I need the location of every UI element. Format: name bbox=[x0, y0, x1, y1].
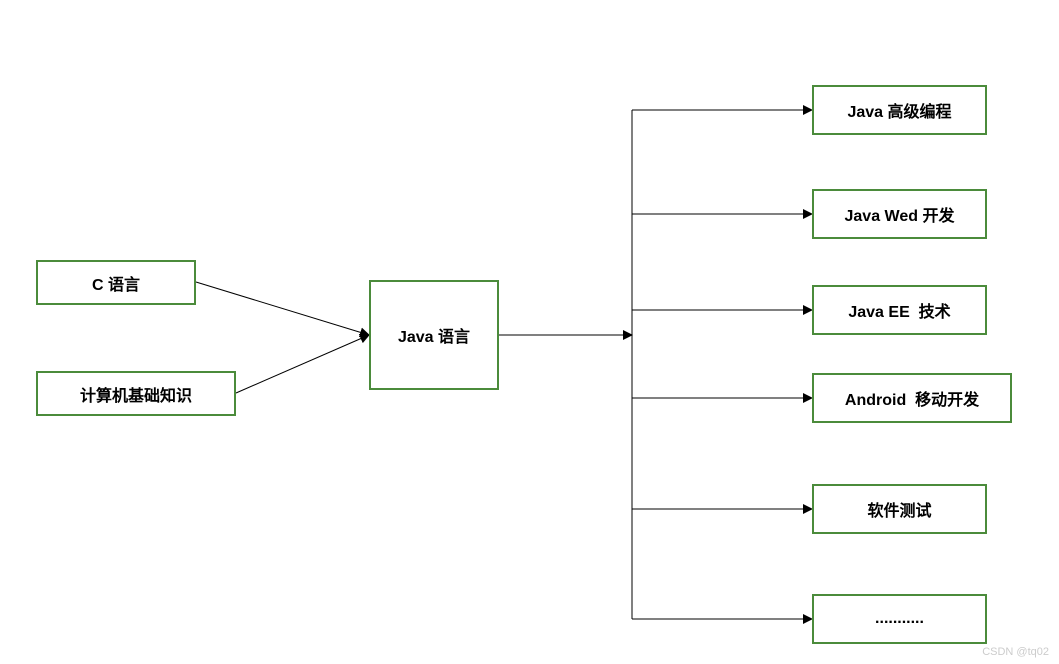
node-android: Android 移动开发 bbox=[812, 373, 1012, 423]
node-c_lang: C 语言 bbox=[36, 260, 196, 305]
watermark: CSDN @tq02 bbox=[982, 646, 1049, 658]
node-testing: 软件测试 bbox=[812, 484, 987, 534]
node-label: ........... bbox=[875, 610, 924, 628]
node-cs_basics: 计算机基础知识 bbox=[36, 371, 236, 416]
node-label: 软件测试 bbox=[867, 497, 931, 521]
node-java_lang: Java 语言 bbox=[369, 280, 499, 390]
node-more: ........... bbox=[812, 594, 987, 644]
node-label: C 语言 bbox=[92, 271, 140, 295]
node-label: Android 移动开发 bbox=[845, 386, 979, 410]
node-label: Java 语言 bbox=[398, 323, 470, 347]
node-java_ee: Java EE 技术 bbox=[812, 285, 987, 335]
node-label: Java Wed 开发 bbox=[845, 202, 955, 226]
node-label: Java 高级编程 bbox=[847, 98, 951, 122]
edge bbox=[236, 335, 369, 393]
node-java_web: Java Wed 开发 bbox=[812, 189, 987, 239]
node-label: 计算机基础知识 bbox=[80, 382, 192, 406]
edge bbox=[196, 282, 369, 335]
node-java_adv: Java 高级编程 bbox=[812, 85, 987, 135]
node-label: Java EE 技术 bbox=[848, 298, 950, 322]
